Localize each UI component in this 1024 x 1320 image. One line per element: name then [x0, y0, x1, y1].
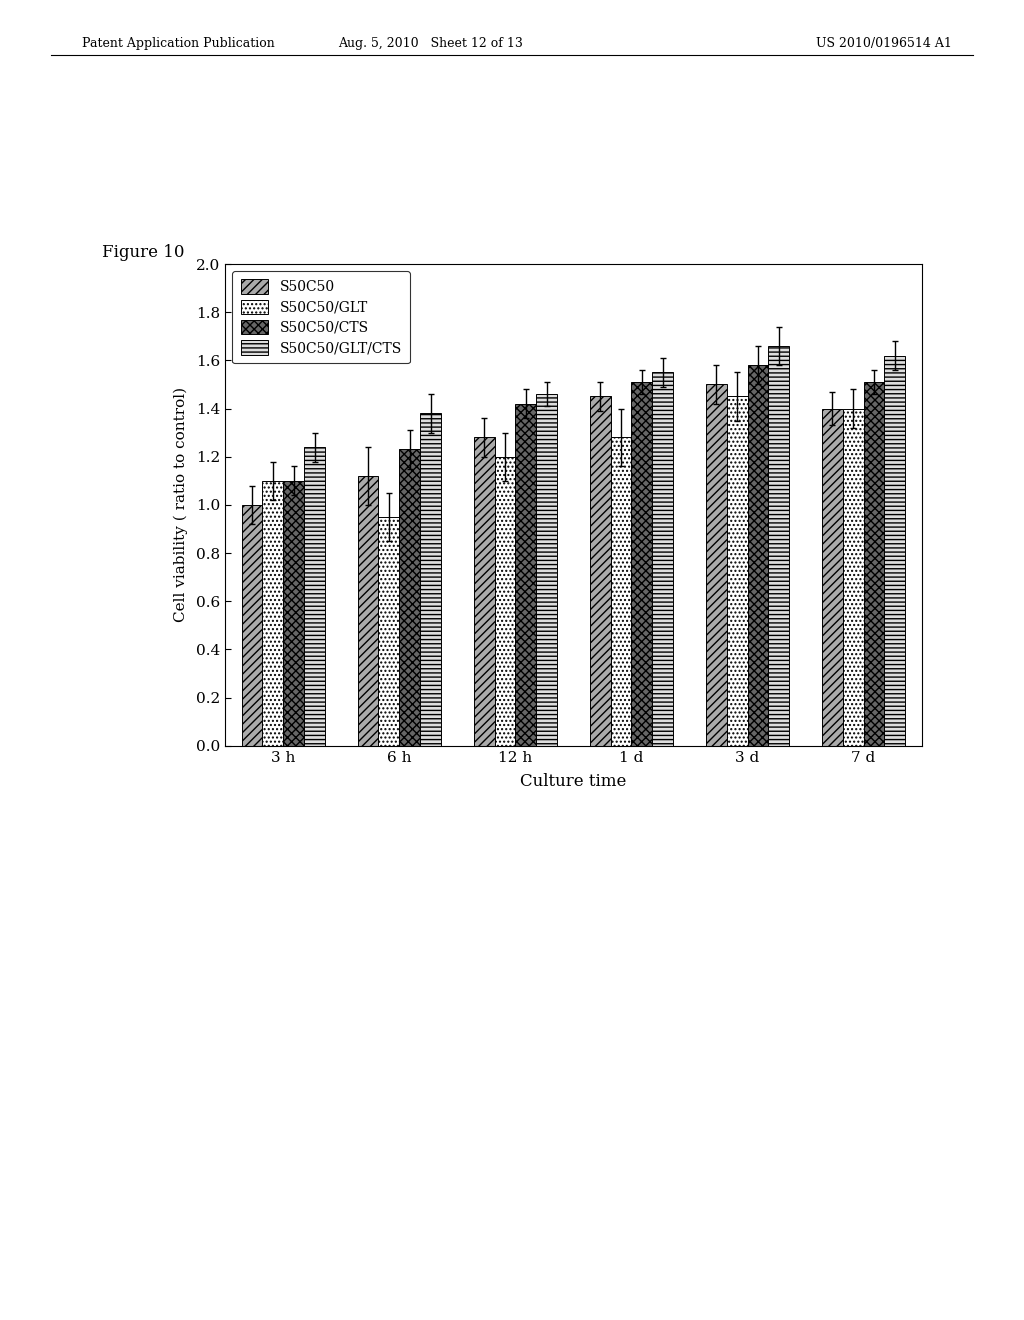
X-axis label: Culture time: Culture time	[520, 774, 627, 789]
Bar	[610, 437, 632, 746]
Bar	[748, 366, 768, 746]
Text: Figure 10: Figure 10	[102, 244, 185, 261]
Bar	[474, 437, 495, 746]
Text: Aug. 5, 2010   Sheet 12 of 13: Aug. 5, 2010 Sheet 12 of 13	[338, 37, 522, 50]
Bar	[304, 447, 325, 746]
Bar	[399, 450, 420, 746]
Bar	[537, 395, 557, 746]
Bar	[885, 355, 905, 746]
Y-axis label: Cell viability ( ratio to control): Cell viability ( ratio to control)	[173, 387, 187, 623]
Bar	[727, 396, 748, 746]
Text: US 2010/0196514 A1: US 2010/0196514 A1	[816, 37, 952, 50]
Bar	[863, 381, 885, 746]
Bar	[590, 396, 610, 746]
Legend: S50C50, S50C50/GLT, S50C50/CTS, S50C50/GLT/CTS: S50C50, S50C50/GLT, S50C50/CTS, S50C50/G…	[232, 271, 410, 363]
Bar	[843, 409, 863, 746]
Bar	[262, 480, 284, 746]
Bar	[768, 346, 790, 746]
Bar	[242, 504, 262, 746]
Text: Patent Application Publication: Patent Application Publication	[82, 37, 274, 50]
Bar	[515, 404, 537, 746]
Bar	[284, 480, 304, 746]
Bar	[495, 457, 515, 746]
Bar	[357, 477, 379, 746]
Bar	[420, 413, 441, 746]
Bar	[652, 372, 673, 746]
Bar	[632, 381, 652, 746]
Bar	[706, 384, 727, 746]
Bar	[822, 409, 843, 746]
Bar	[379, 517, 399, 746]
